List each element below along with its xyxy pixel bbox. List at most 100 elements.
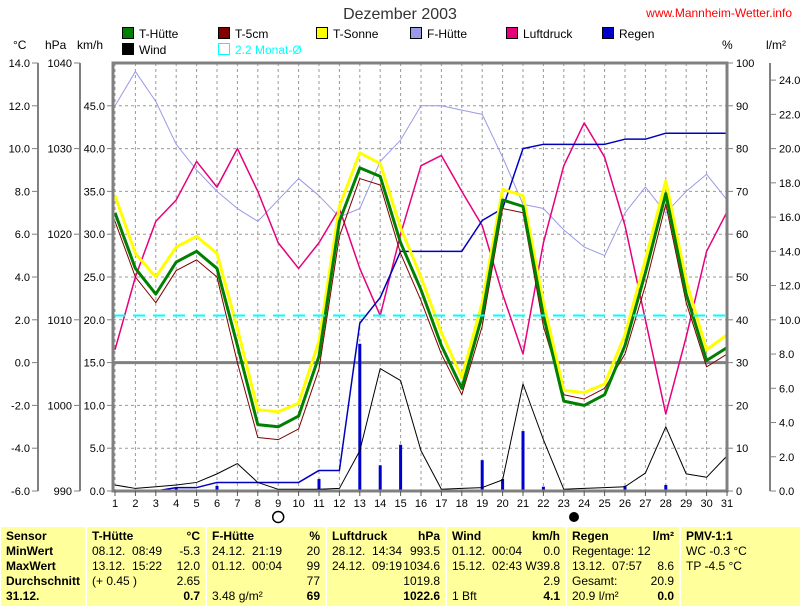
axis-tick-label: 35.0 bbox=[84, 186, 105, 198]
series-regen-bar bbox=[378, 465, 382, 491]
series-regen-bar bbox=[317, 479, 321, 491]
series-luftdruck-line bbox=[114, 122, 728, 415]
axis-tick-label: 30 bbox=[736, 358, 748, 370]
humidity-axis-unit: % bbox=[722, 38, 733, 52]
table-column-luftdruck: Luftdruck hPa 28.12. 14:34 993.5 24.12. 09:1… bbox=[327, 527, 445, 606]
series-regen-bar bbox=[623, 485, 627, 491]
axis-tick-label: 1020 bbox=[48, 229, 72, 241]
axis-tick-label: 5 bbox=[194, 498, 200, 510]
axis-tick-label: 31 bbox=[721, 498, 733, 510]
legend-item-f-h-tte: F-Hütte bbox=[410, 27, 467, 41]
axis-tick-label: 9 bbox=[275, 498, 281, 510]
series-regen-bar bbox=[501, 479, 505, 491]
table-row: 20.9 l/m² 0.0 bbox=[572, 589, 674, 603]
table-row: 3.48 g/m² 69 bbox=[212, 589, 320, 603]
axis-tick-label: 18.0 bbox=[779, 178, 800, 190]
table-row: 13.12. 07:57 8.6 bbox=[572, 559, 674, 573]
temp-axis-unit: °C bbox=[13, 38, 27, 52]
legend-item-wind: Wind bbox=[122, 43, 167, 57]
table-row: Gesamt: 20.9 bbox=[572, 574, 674, 588]
table-column-pmv-1-1: PMV-1:1 WC -0.3 °C TP -4.5 °C bbox=[681, 527, 800, 606]
summary-table: Sensor MinWert MaxWert Durchschnitt 31.12. T-… bbox=[1, 527, 800, 606]
axis-tick-label: 6 bbox=[214, 498, 220, 510]
table-row: 01.12. 00:04 99 bbox=[212, 559, 320, 573]
legend-item-t-5cm: T-5cm bbox=[218, 27, 268, 41]
axis-tick-label: 1010 bbox=[48, 315, 72, 327]
axis-tick-label: 19 bbox=[476, 498, 488, 510]
axis-tick-label: 23 bbox=[558, 498, 570, 510]
axis-tick-label: 990 bbox=[54, 486, 72, 498]
axis-tick-label: 14 bbox=[374, 498, 386, 510]
legend-swatch-icon bbox=[122, 27, 134, 39]
axis-tick-label: 18 bbox=[456, 498, 468, 510]
table-row: MinWert bbox=[6, 544, 54, 558]
legend-swatch-icon bbox=[410, 27, 422, 39]
legend-label: T-Sonne bbox=[333, 27, 379, 41]
series-regen-bar bbox=[521, 431, 525, 491]
axis-tick-label: 20.0 bbox=[779, 144, 800, 156]
axis-tick-label: 17 bbox=[435, 498, 447, 510]
axis-tick-label: 15.0 bbox=[84, 358, 105, 370]
table-row: 08.12. 08:49 -5.3 bbox=[92, 544, 200, 558]
series-t-5cm-line bbox=[114, 178, 728, 441]
site-link[interactable]: www.Mannheim-Wetter.info bbox=[646, 6, 792, 20]
table-row: TP -4.5 °C bbox=[686, 559, 742, 573]
axis-tick-label: 10.0 bbox=[9, 144, 30, 156]
table-row: 15.12. 02:43 W 39.8 bbox=[452, 559, 561, 573]
legend-item-2-2-monat-: 2.2 Monat-Ø bbox=[218, 43, 302, 57]
axis-tick-label: 1000 bbox=[48, 400, 72, 412]
table-row: 2.9 bbox=[543, 574, 560, 588]
axis-tick-label: -6.0 bbox=[11, 486, 30, 498]
legend-swatch-icon bbox=[316, 27, 328, 39]
axis-tick-label: 4 bbox=[173, 498, 179, 510]
axis-tick-label: 29 bbox=[680, 498, 692, 510]
axis-tick-label: 22 bbox=[537, 498, 549, 510]
axis-tick-label: 24.0 bbox=[779, 75, 800, 87]
legend-label: Wind bbox=[139, 43, 167, 57]
axis-tick-label: 1 bbox=[112, 498, 118, 510]
legend-label: Luftdruck bbox=[523, 27, 573, 41]
series-regen-bar bbox=[358, 343, 362, 491]
table-column-sensor: Sensor MinWert MaxWert Durchschnitt 31.12. bbox=[1, 527, 85, 606]
axis-tick-label: 70 bbox=[736, 186, 748, 198]
table-row: WC -0.3 °C bbox=[686, 544, 747, 558]
series-t-sonne-line bbox=[113, 151, 728, 414]
axis-tick-label: 90 bbox=[736, 101, 748, 113]
axis-tick-label: 25 bbox=[598, 498, 610, 510]
legend-item-t-sonne: T-Sonne bbox=[316, 27, 379, 41]
series-regen-kumuliert-line bbox=[115, 132, 727, 492]
axis-tick-label: 20.0 bbox=[84, 315, 105, 327]
table-column-header: PMV-1:1 bbox=[686, 529, 733, 543]
legend-item-t-h-tte: T-Hütte bbox=[122, 27, 178, 41]
axis-tick-label: 11 bbox=[313, 498, 324, 510]
plot-border bbox=[111, 61, 729, 493]
weather-chart: 14.012.010.08.06.04.02.00.0-2.0-4.0-6.01… bbox=[9, 58, 800, 524]
axis-tick-label: 10 bbox=[292, 498, 304, 510]
table-row: MaxWert bbox=[6, 559, 56, 573]
axis-tick-label: 16.0 bbox=[779, 212, 800, 224]
axis-tick-label: 45.0 bbox=[84, 101, 105, 113]
axis-tick-label: 4.0 bbox=[779, 418, 794, 430]
table-row: 1019.8 bbox=[403, 574, 440, 588]
table-column-header: Regen l/m² bbox=[572, 529, 674, 543]
axis-tick-label: 27 bbox=[639, 498, 651, 510]
axis-tick-label: 26 bbox=[619, 498, 631, 510]
table-column-header: T-Hütte °C bbox=[92, 529, 200, 543]
axis-tick-label: 5.0 bbox=[90, 443, 105, 455]
axis-tick-label: 6.0 bbox=[779, 383, 794, 395]
axis-tick-label: 28 bbox=[660, 498, 672, 510]
axis-tick-label: 12 bbox=[333, 498, 345, 510]
table-row: 1022.6 bbox=[403, 589, 440, 603]
axis-tick-label: 20 bbox=[496, 498, 508, 510]
series-regen-bar bbox=[399, 444, 403, 491]
series-regen-bar bbox=[664, 485, 668, 491]
legend-swatch-icon bbox=[122, 43, 134, 55]
legend-swatch-icon bbox=[218, 43, 230, 55]
axis-tick-label: -2.0 bbox=[11, 400, 30, 412]
table-row: 24.12. 21:19 20 bbox=[212, 544, 320, 558]
axis-tick-label: 14.0 bbox=[9, 58, 30, 70]
table-column-header: F-Hütte% bbox=[212, 529, 320, 543]
legend-swatch-icon bbox=[218, 27, 230, 39]
table-column-wind: Wind km/h 01.12. 00:04 0.0 15.12. 02:43 W 39.… bbox=[447, 527, 565, 606]
